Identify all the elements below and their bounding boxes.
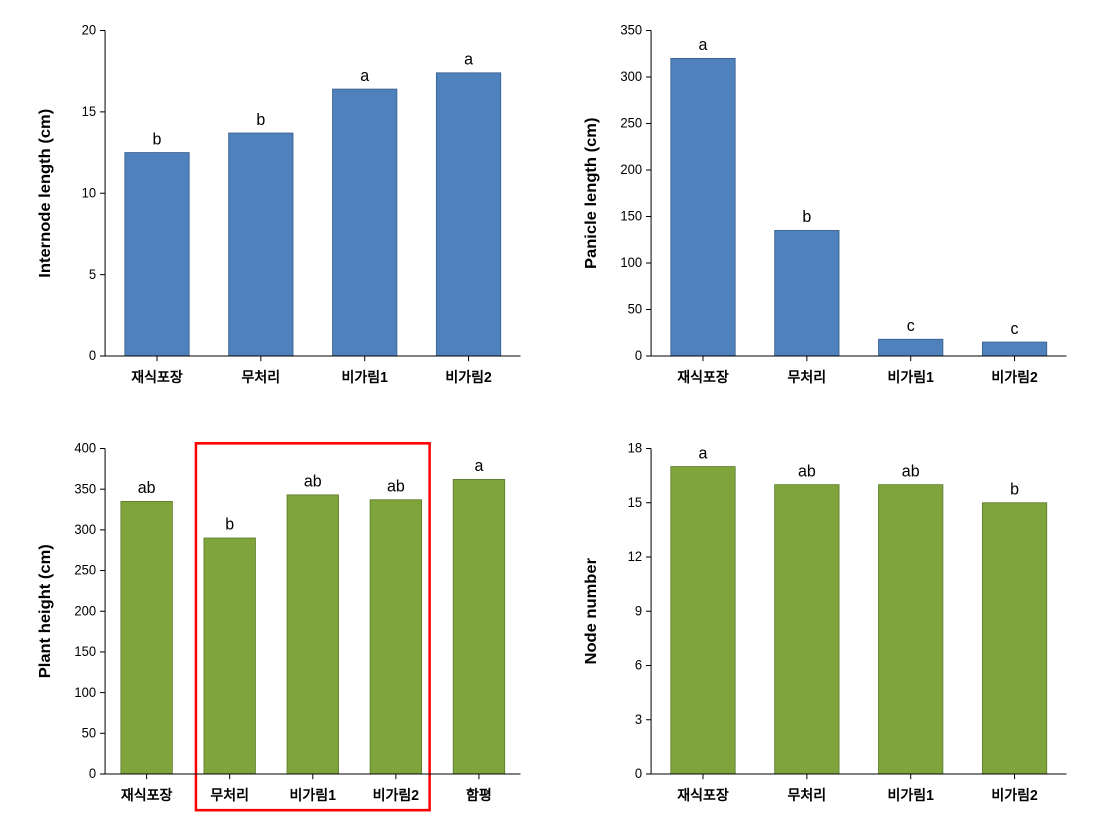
chart-height: ab 재식포장 b 무처리 ab 비가림1 ab 비가림2 a 함평 0 50 100 150 200 250… [30,433,536,821]
category-label: 비가림2 [991,368,1038,386]
y-axis-title: Internode length (cm) [36,109,54,278]
y-tick-label: 15 [82,104,96,119]
bar [453,479,505,774]
category-label: 비가림2 [991,785,1038,803]
significance-label: ab [304,472,322,490]
bar [670,466,734,773]
bar [229,133,293,356]
y-tick-label: 150 [620,208,642,223]
y-tick-label: 350 [620,22,642,37]
bar [125,153,189,356]
y-tick-label: 50 [82,725,96,740]
category-label: 비가림1 [887,368,934,386]
category-label: 재식포장 [131,368,183,386]
y-tick-label: 10 [82,185,96,200]
category-label: 재식포장 [677,368,729,386]
category-label: 비가림1 [341,368,388,386]
y-tick-label: 6 [634,657,641,672]
bar [774,484,838,773]
category-label: 무처리 [210,786,249,803]
bar [287,494,339,773]
y-tick-label: 0 [634,348,641,363]
significance-label: ab [387,477,405,495]
y-tick-label: 400 [74,440,96,455]
chart-internode: b 재식포장 b 무처리 a 비가림1 a 비가림2 0 5 10 15 20 Internode len… [30,15,536,403]
bar [774,230,838,356]
chart-panicle: a 재식포장 b 무처리 c 비가림1 c 비가림2 0 50 100 150 200 250 300 350… [576,15,1082,403]
significance-label: b [153,130,162,148]
bar [878,484,942,773]
significance-label: a [360,67,370,85]
category-label: 재식포장 [121,785,173,803]
y-tick-label: 200 [620,162,642,177]
significance-label: ab [797,462,815,480]
y-axis-title: Plant height (cm) [36,544,54,678]
y-tick-label: 300 [74,521,96,536]
category-label: 비가림2 [373,785,420,803]
y-axis-title: Node number [582,557,600,664]
bar [121,501,173,774]
y-tick-label: 100 [620,255,642,270]
significance-label: b [802,208,811,226]
y-tick-label: 50 [627,301,641,316]
category-label: 무처리 [242,369,281,386]
significance-label: a [698,36,708,54]
y-tick-label: 20 [82,22,96,37]
bar [204,538,256,774]
y-tick-label: 350 [74,481,96,496]
significance-label: b [256,111,265,129]
category-label: 비가림1 [290,785,337,803]
y-tick-label: 150 [74,643,96,658]
y-tick-label: 3 [634,711,641,726]
significance-label: ab [138,478,156,496]
bar [333,89,397,356]
y-tick-label: 0 [634,765,641,780]
category-label: 비가림1 [887,785,934,803]
bar [670,58,734,356]
chart-grid: b 재식포장 b 무처리 a 비가림1 a 비가림2 0 5 10 15 20 Internode len… [30,15,1081,820]
bar [436,73,500,356]
y-tick-label: 0 [89,765,96,780]
y-tick-label: 250 [620,115,642,130]
significance-label: a [464,50,474,68]
y-tick-label: 250 [74,562,96,577]
bar [370,499,422,773]
y-tick-label: 200 [74,603,96,618]
significance-label: c [1010,320,1018,338]
category-label: 무처리 [787,369,826,386]
y-tick-label: 300 [620,69,642,84]
bar [982,342,1046,356]
bar [878,339,942,356]
y-axis-title: Panicle length (cm) [582,118,600,269]
significance-label: b [1010,480,1019,498]
bar [982,502,1046,773]
y-tick-label: 9 [634,603,641,618]
category-label: 재식포장 [677,785,729,803]
significance-label: c [906,317,914,335]
significance-label: b [225,515,234,533]
category-label: 함평 [466,785,492,803]
y-tick-label: 5 [89,267,96,282]
y-tick-label: 12 [627,548,641,563]
significance-label: a [698,444,708,462]
chart-node: a 재식포장 ab 무처리 ab 비가림1 b 비가림2 0 3 6 9 12 15 18 Node numb… [576,433,1082,821]
category-label: 무처리 [787,786,826,803]
y-tick-label: 18 [627,440,641,455]
category-label: 비가림2 [445,368,492,386]
y-tick-label: 0 [89,348,96,363]
y-tick-label: 100 [74,684,96,699]
significance-label: ab [901,462,919,480]
y-tick-label: 15 [627,494,641,509]
significance-label: a [474,456,484,474]
